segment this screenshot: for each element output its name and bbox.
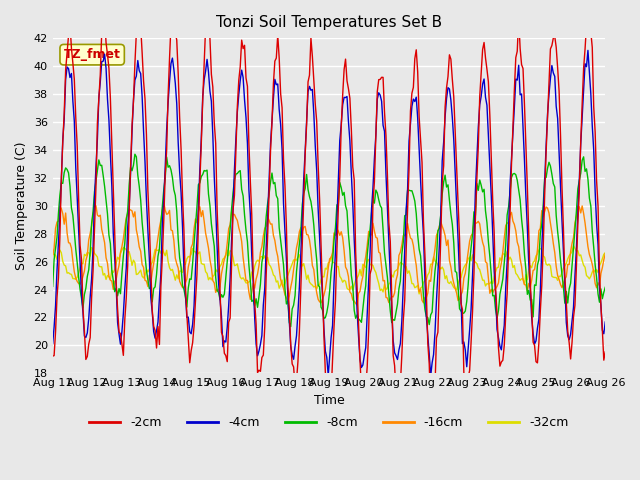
X-axis label: Time: Time (314, 394, 344, 407)
Y-axis label: Soil Temperature (C): Soil Temperature (C) (15, 142, 28, 270)
Legend: -2cm, -4cm, -8cm, -16cm, -32cm: -2cm, -4cm, -8cm, -16cm, -32cm (84, 411, 574, 434)
Text: TZ_fmet: TZ_fmet (64, 48, 120, 61)
Title: Tonzi Soil Temperatures Set B: Tonzi Soil Temperatures Set B (216, 15, 442, 30)
